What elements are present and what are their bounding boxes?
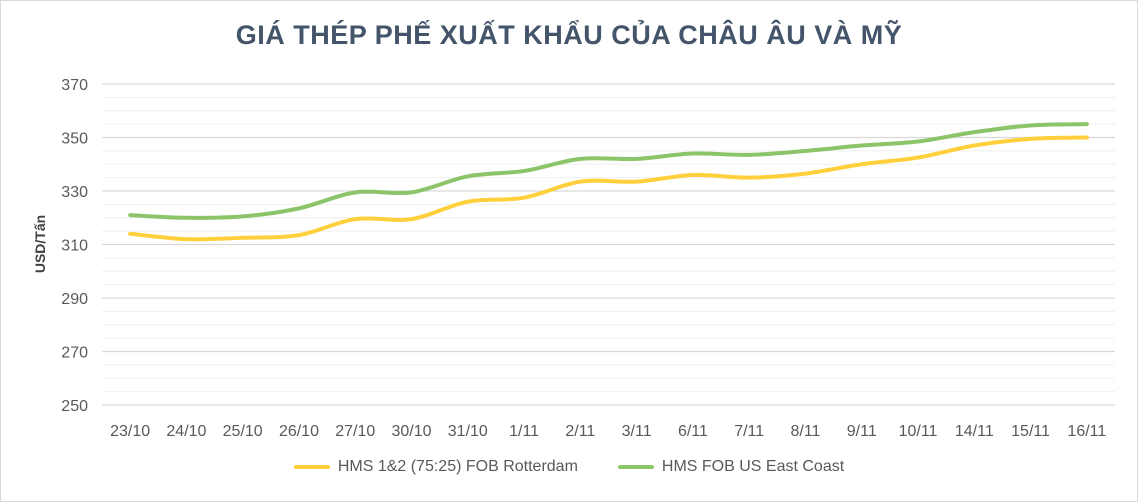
legend-item-us-east-coast: HMS FOB US East Coast: [617, 458, 845, 476]
x-tick-label: 15/11: [1011, 423, 1050, 440]
x-tick-label: 27/10: [335, 423, 375, 440]
series-line-0: [128, 135, 1089, 242]
legend: HMS 1&2 (75:25) FOB Rotterdam HMS FOB US…: [0, 458, 1138, 476]
legend-label-rotterdam: HMS 1&2 (75:25) FOB Rotterdam: [337, 458, 578, 475]
grid-lines: [102, 83, 1115, 406]
legend-label-us-east-coast: HMS FOB US East Coast: [661, 458, 845, 475]
x-tick-label: 1/11: [509, 423, 539, 440]
x-tick-label: 16/11: [1067, 423, 1106, 440]
x-tick-label: 9/11: [847, 423, 877, 440]
y-tick-label: 370: [61, 77, 88, 94]
x-tick-label: 3/11: [622, 423, 652, 440]
x-tick-label: 7/11: [734, 423, 764, 440]
x-tick-label: 26/10: [279, 423, 319, 440]
x-tick-label: 30/10: [392, 423, 432, 440]
x-tick-label: 23/10: [110, 423, 150, 440]
y-tick-label: 250: [61, 398, 88, 415]
series-lines: [128, 122, 1089, 242]
y-tick-label: 330: [61, 184, 88, 201]
legend-swatch-us-east-coast: [617, 465, 654, 469]
x-tick-label: 14/11: [955, 423, 994, 440]
series-line-1: [128, 122, 1089, 220]
y-tick-label: 350: [61, 131, 88, 148]
x-axis-ticks: 23/10 24/10 25/10 26/10 27/10 30/10 31/10 1/11 2…: [110, 423, 1106, 440]
y-tick-label: 310: [61, 238, 88, 255]
legend-item-rotterdam: HMS 1&2 (75:25) FOB Rotterdam: [293, 458, 578, 476]
x-tick-label: 31/10: [448, 423, 488, 440]
x-tick-label: 8/11: [790, 423, 820, 440]
x-tick-label: 24/10: [166, 423, 206, 440]
x-tick-label: 2/11: [565, 423, 595, 440]
x-tick-label: 10/11: [899, 423, 938, 440]
x-tick-label: 6/11: [678, 423, 708, 440]
y-axis-ticks: 250 270 290 310 330 350 370: [61, 77, 88, 415]
y-tick-label: 290: [61, 291, 88, 308]
y-tick-label: 270: [61, 345, 88, 362]
chart-title: GIÁ THÉP PHẾ XUẤT KHẨU CỦA CHÂU ÂU VÀ MỸ: [235, 20, 903, 50]
x-tick-label: 25/10: [223, 423, 263, 440]
legend-swatch-rotterdam: [293, 465, 330, 469]
y-axis-label: USD/Tấn: [32, 215, 48, 273]
